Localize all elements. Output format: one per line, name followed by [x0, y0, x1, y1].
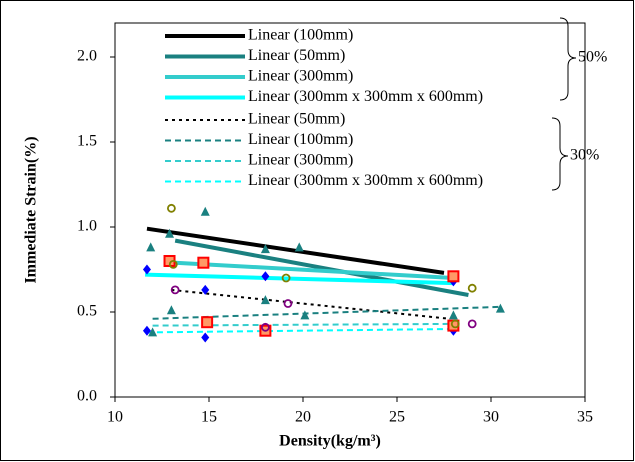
annotation: 50%: [578, 49, 607, 66]
legend-label: Linear (50mm): [248, 111, 345, 128]
point: [201, 316, 214, 329]
point: [148, 327, 158, 337]
brace: [551, 117, 569, 191]
trend-line: [145, 272, 454, 286]
point: [467, 319, 477, 329]
brace: [559, 17, 577, 101]
point: [260, 322, 270, 332]
x-tick-label: 35: [577, 409, 593, 426]
y-tick-label: 1.0: [77, 218, 97, 235]
x-tick-label: 20: [295, 409, 311, 426]
point: [294, 242, 304, 252]
point: [201, 284, 210, 295]
x-tick-label: 25: [389, 409, 405, 426]
point: [165, 228, 175, 238]
legend-label: Linear (300mm x 300mm x 600mm): [248, 172, 483, 189]
y-tick-label: 0.5: [77, 303, 97, 320]
annotation: 30%: [570, 147, 599, 164]
point: [166, 203, 176, 213]
point: [170, 285, 180, 295]
legend-label: Linear (50mm): [248, 47, 345, 64]
y-tick-label: 2.0: [77, 48, 97, 65]
point: [447, 270, 460, 283]
point: [166, 305, 176, 315]
legend-label: Linear (300mm): [248, 152, 353, 169]
point: [168, 259, 178, 269]
point: [197, 256, 210, 269]
legend-label: Linear (300mm): [248, 68, 353, 85]
y-tick-label: 1.5: [77, 133, 97, 150]
point: [450, 319, 460, 329]
y-tick-label: 0.0: [77, 388, 97, 405]
point: [467, 283, 477, 293]
x-tick-label: 15: [201, 409, 217, 426]
y-axis-title: Immediate Strain(%): [23, 136, 40, 283]
trend-line: [175, 260, 454, 280]
legend-label: Linear (100mm): [248, 27, 353, 44]
point: [260, 295, 270, 305]
point: [142, 264, 151, 275]
point: [146, 242, 156, 252]
point: [281, 273, 291, 283]
plot-area: [114, 22, 586, 398]
point: [283, 299, 293, 308]
point: [200, 206, 210, 216]
point: [448, 310, 458, 320]
trend-line: [146, 328, 454, 334]
point: [142, 325, 151, 336]
trend-line: [171, 288, 450, 320]
point: [261, 271, 270, 282]
point: [495, 303, 505, 313]
legend-label: Linear (300mm x 300mm x 600mm): [248, 88, 483, 105]
trend-line: [152, 305, 499, 320]
legend-label: Linear (100mm): [248, 131, 353, 148]
x-tick-label: 30: [483, 409, 499, 426]
point: [260, 244, 270, 254]
x-tick-label: 10: [107, 409, 123, 426]
point: [300, 310, 310, 320]
point: [201, 332, 210, 343]
trend-line: [174, 238, 469, 297]
x-axis-title: Density(kg/m³): [279, 433, 381, 450]
